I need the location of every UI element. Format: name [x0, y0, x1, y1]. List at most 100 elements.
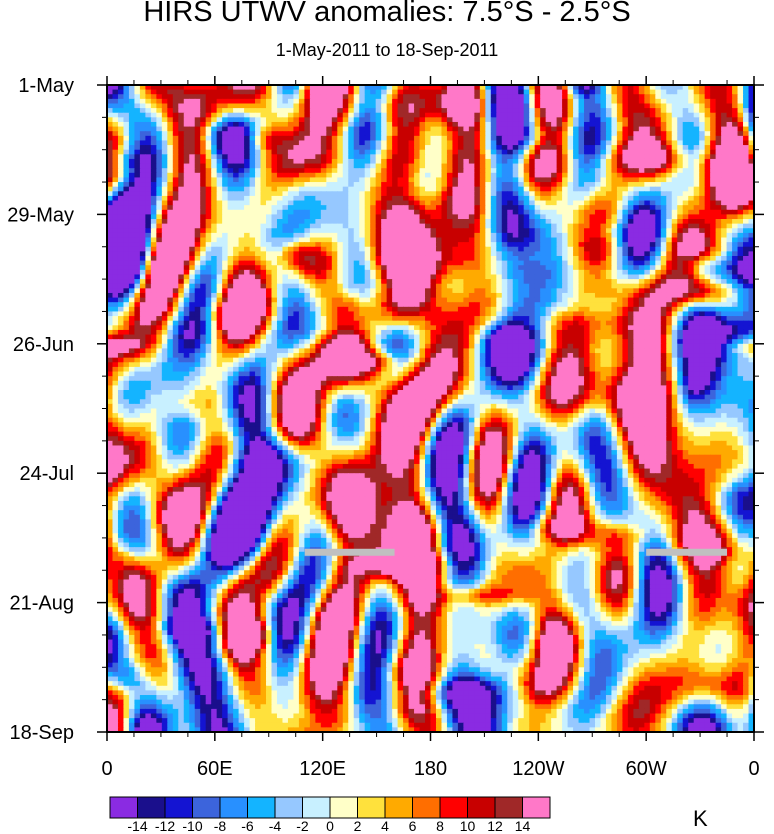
- field-cell: [172, 219, 179, 225]
- field-cell: [671, 163, 678, 169]
- field-cell: [331, 108, 338, 114]
- field-cell: [644, 168, 651, 174]
- field-cell: [145, 269, 152, 276]
- field-cell: [704, 205, 711, 211]
- field-cell: [414, 182, 421, 188]
- field-cell: [392, 126, 399, 132]
- field-cell: [507, 219, 514, 225]
- field-cell: [490, 131, 497, 137]
- field-cell: [649, 251, 656, 257]
- field-cell: [529, 274, 536, 280]
- field-cell: [523, 94, 530, 100]
- field-cell: [266, 260, 273, 266]
- field-cell: [255, 214, 262, 220]
- field-cell: [748, 274, 754, 280]
- field-cell: [545, 98, 552, 105]
- field-cell: [178, 149, 185, 155]
- field-cell: [605, 209, 613, 215]
- field-cell: [545, 219, 552, 225]
- field-cell: [381, 98, 388, 105]
- field-cell: [567, 209, 574, 215]
- field-cell: [644, 126, 651, 132]
- field-cell: [721, 260, 728, 266]
- field-cell: [726, 121, 733, 128]
- field-cell: [304, 85, 311, 91]
- field-cell: [145, 209, 152, 215]
- field-cell: [518, 191, 525, 197]
- field-cell: [386, 186, 393, 192]
- field-cell: [386, 103, 393, 109]
- field-cell: [605, 228, 613, 234]
- field-cell: [594, 186, 602, 192]
- field-cell: [425, 117, 432, 123]
- field-cell: [545, 177, 552, 183]
- field-cell: [139, 98, 146, 105]
- field-cell: [715, 131, 722, 137]
- field-cell: [649, 112, 656, 118]
- field-cell: [518, 135, 525, 142]
- field-cell: [688, 223, 695, 229]
- field-cell: [584, 223, 591, 229]
- field-cell: [732, 274, 739, 280]
- field-cell: [463, 172, 470, 179]
- field-cell: [304, 269, 311, 276]
- field-cell: [485, 200, 492, 206]
- field-cell: [534, 85, 541, 91]
- field-cell: [452, 200, 459, 206]
- field-cell: [441, 172, 448, 179]
- field-cell: [600, 191, 607, 197]
- field-cell: [457, 260, 464, 266]
- field-cell: [446, 191, 454, 197]
- field-cell: [282, 182, 289, 188]
- field-cell: [732, 242, 739, 248]
- field-cell: [726, 149, 733, 155]
- field-cell: [682, 265, 689, 271]
- field-cell: [578, 85, 585, 91]
- field-cell: [693, 117, 700, 123]
- field-cell: [567, 195, 574, 202]
- field-cell: [529, 205, 536, 211]
- field-cell: [337, 265, 344, 271]
- field-cell: [589, 103, 596, 109]
- field-cell: [496, 145, 503, 151]
- field-cell: [633, 186, 640, 192]
- field-cell: [545, 246, 552, 252]
- field-cell: [331, 98, 338, 105]
- field-cell: [688, 228, 695, 234]
- field-cell: [205, 255, 212, 262]
- field-cell: [123, 265, 130, 271]
- field-cell: [512, 274, 519, 280]
- field-cell: [145, 94, 152, 100]
- field-cell: [408, 145, 415, 151]
- field-cell: [518, 265, 525, 271]
- field-cell: [244, 269, 251, 276]
- field-cell: [293, 279, 300, 285]
- field-cell: [134, 85, 141, 91]
- field-cell: [167, 209, 174, 215]
- field-cell: [238, 163, 245, 169]
- field-cell: [156, 219, 163, 225]
- field-cell: [260, 135, 267, 142]
- field-cell: [452, 228, 459, 234]
- field-cell: [172, 108, 179, 114]
- field-cell: [386, 168, 393, 174]
- field-cell: [287, 237, 295, 243]
- field-cell: [364, 205, 371, 211]
- field-cell: [644, 112, 651, 118]
- field-cell: [430, 108, 437, 114]
- field-cell: [600, 209, 607, 215]
- field-cell: [260, 182, 267, 188]
- field-cell: [359, 98, 366, 105]
- field-cell: [392, 168, 399, 174]
- field-cell: [364, 269, 371, 276]
- field-cell: [167, 103, 174, 109]
- field-cell: [397, 200, 404, 206]
- field-cell: [633, 274, 640, 280]
- field-cell: [479, 269, 486, 276]
- field-cell: [139, 140, 146, 146]
- field-cell: [161, 251, 168, 257]
- field-cell: [540, 242, 547, 248]
- field-cell: [616, 140, 623, 146]
- field-cell: [534, 177, 541, 183]
- field-cell: [556, 85, 563, 91]
